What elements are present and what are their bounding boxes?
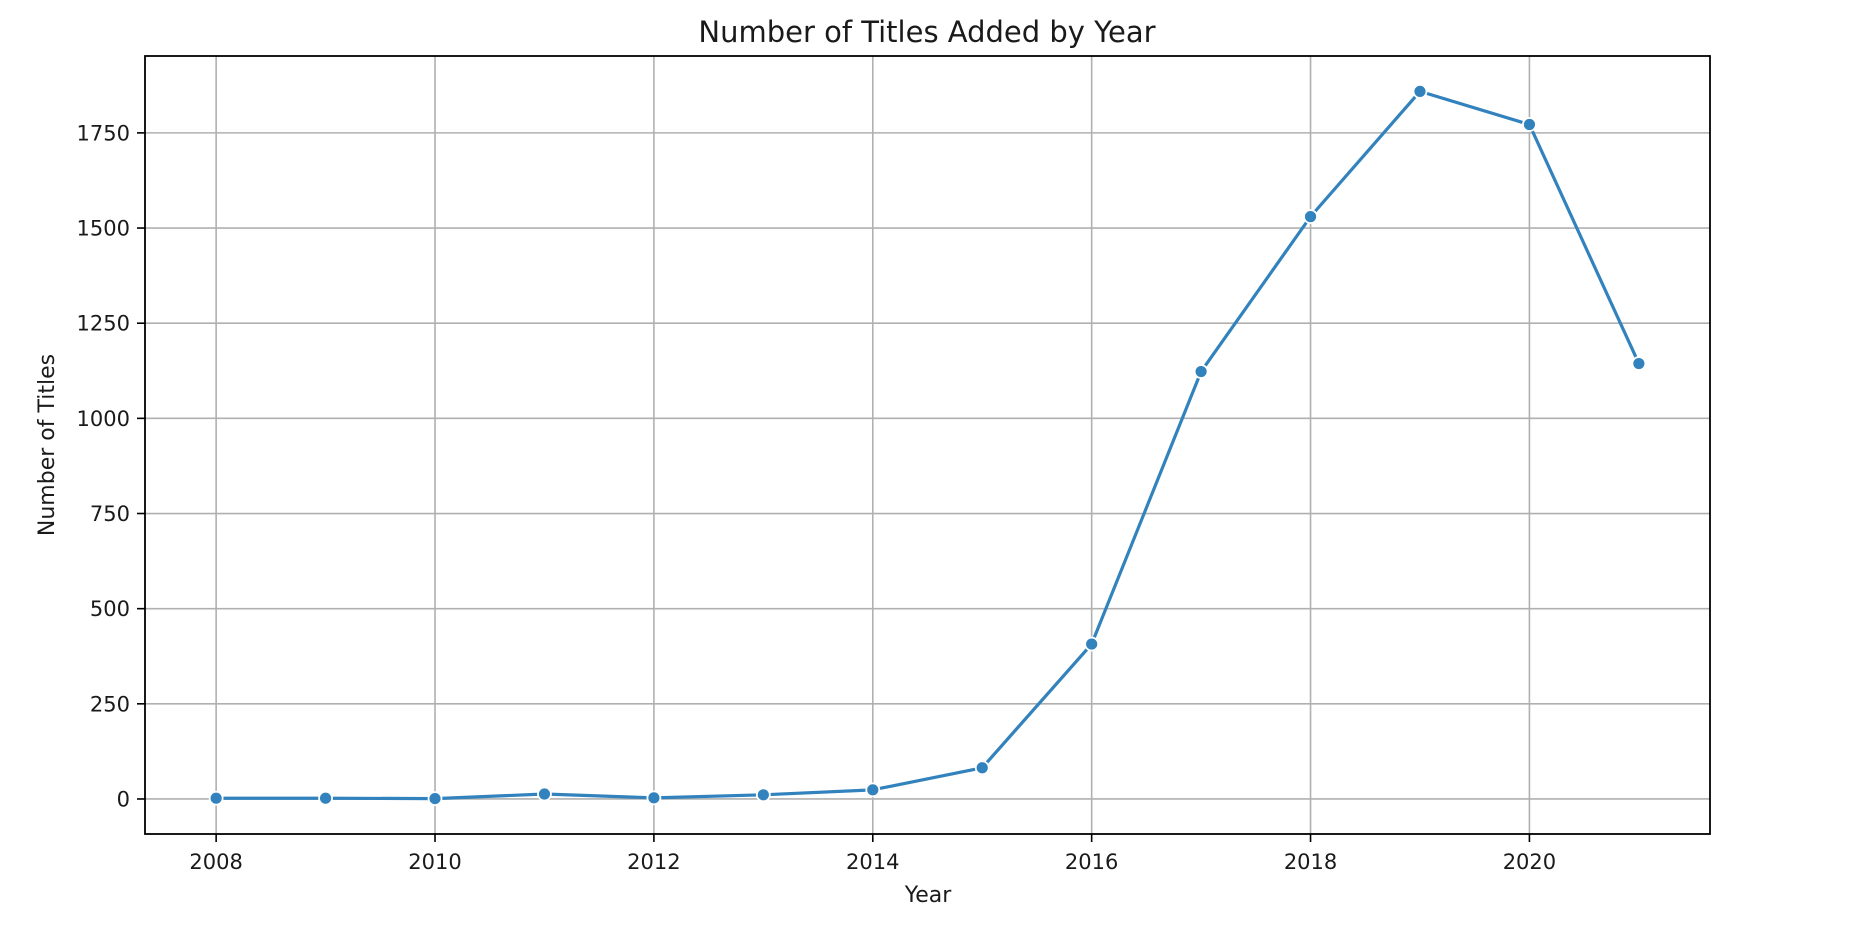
y-tick-label: 1250 <box>77 312 130 336</box>
data-point-2020 <box>1522 117 1537 132</box>
y-tick-label: 0 <box>117 787 130 811</box>
data-point-2015 <box>974 760 990 776</box>
data-point-2018 <box>1303 209 1318 225</box>
x-axis-ticks: 2008 2010 2012 2014 2016 2018 2020 <box>189 834 1556 874</box>
y-axis-ticks: 0 250 500 750 1000 1250 1500 1750 <box>77 121 145 811</box>
y-axis-label: Number of Titles <box>35 354 60 536</box>
y-tick-label: 1500 <box>77 217 130 241</box>
data-point-2011 <box>537 786 552 802</box>
data-point-2014 <box>865 782 881 798</box>
data-points <box>208 83 1647 807</box>
data-point-2017 <box>1193 364 1209 379</box>
y-tick-label: 500 <box>90 597 130 621</box>
y-tick-label: 1750 <box>77 121 130 145</box>
data-point-2012 <box>646 790 662 806</box>
x-tick-label: 2012 <box>627 850 680 874</box>
x-tick-label: 2016 <box>1065 850 1118 874</box>
grid <box>145 56 1710 834</box>
chart-title: Number of Titles Added by Year <box>698 15 1155 49</box>
x-tick-label: 2020 <box>1503 850 1556 874</box>
data-point-2009 <box>318 790 333 806</box>
data-point-2019 <box>1412 83 1428 99</box>
series-line-layer <box>214 89 1641 801</box>
data-point-2008 <box>208 790 224 806</box>
y-tick-label: 750 <box>90 502 130 526</box>
series-line <box>214 89 1641 801</box>
data-point-2013 <box>755 787 771 803</box>
x-tick-label: 2018 <box>1284 850 1337 874</box>
y-tick-label: 250 <box>90 692 130 716</box>
data-point-2021 <box>1631 356 1647 371</box>
data-point-2010 <box>427 791 443 807</box>
data-point-2016 <box>1084 636 1100 652</box>
x-tick-label: 2008 <box>189 850 242 874</box>
x-tick-label: 2010 <box>408 850 461 874</box>
y-tick-label: 1000 <box>77 407 130 431</box>
x-tick-label: 2014 <box>846 850 899 874</box>
x-axis-label: Year <box>904 883 953 908</box>
plot-area-frame <box>144 55 1711 835</box>
